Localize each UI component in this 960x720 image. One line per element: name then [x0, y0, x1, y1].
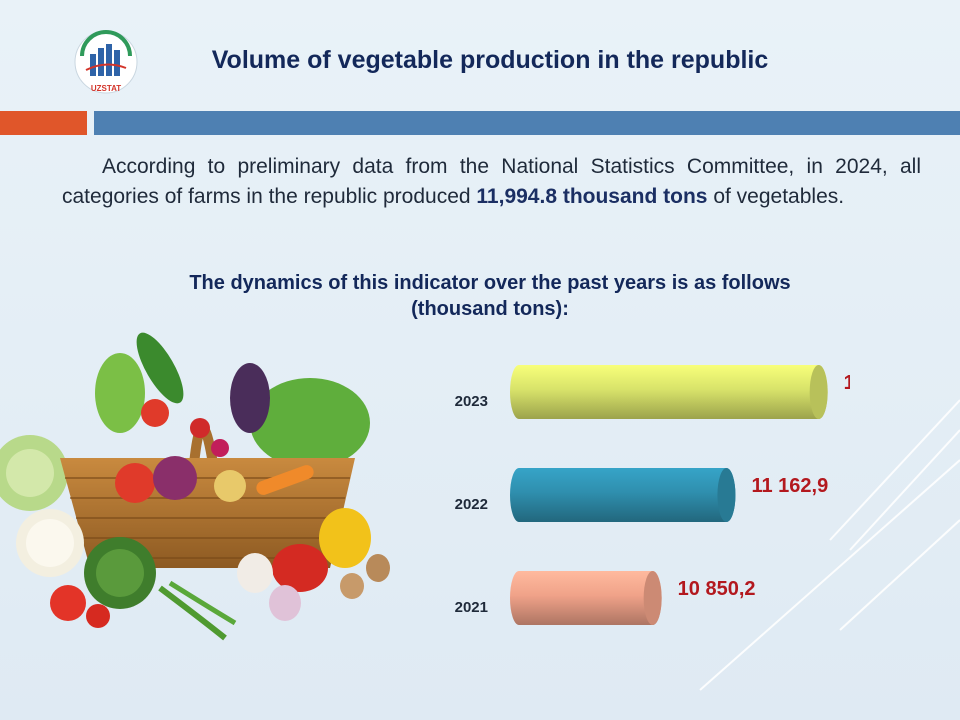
category-label: 2023 — [455, 393, 488, 410]
chart-subtitle-line2: (thousand tons): — [411, 298, 569, 320]
bar-2023 — [510, 365, 828, 419]
bar-chart: 2023 11 553,7 2022 11 162,9 2021 10 850,2 — [455, 365, 850, 625]
intro-text-after: of vegetables. — [707, 185, 845, 208]
header-band-blue — [94, 111, 960, 135]
value-label: 11 553,7 — [844, 372, 850, 394]
decorative-lines — [699, 399, 960, 691]
bar-2022 — [510, 468, 736, 522]
value-label: 11 162,9 — [751, 475, 828, 497]
bar-body — [510, 365, 828, 419]
bar-end-cap — [643, 571, 662, 625]
uzstat-logo: UZSTAT — [74, 30, 138, 94]
category-label: 2022 — [455, 496, 488, 513]
bar-2021 — [510, 571, 662, 625]
bar-body — [510, 468, 736, 522]
chart-subtitle-line1: The dynamics of this indicator over the … — [189, 272, 791, 294]
intro-highlight: 11,994.8 thousand tons — [476, 185, 708, 208]
logo-text: UZSTAT — [91, 84, 121, 93]
intro-text-before: According to preliminary data from the N… — [62, 155, 921, 208]
bar-body — [510, 571, 662, 625]
page-title: Volume of vegetable production in the re… — [211, 46, 769, 74]
header-band-orange — [0, 111, 87, 135]
bar-end-cap — [717, 468, 736, 522]
bar-end-cap — [809, 365, 828, 419]
chart-subtitle: The dynamics of this indicator over the … — [130, 270, 850, 322]
vegetable-basket-image — [0, 332, 390, 641]
category-label: 2021 — [455, 599, 488, 616]
intro-paragraph: According to preliminary data from the N… — [62, 152, 921, 212]
value-label: 10 850,2 — [678, 578, 756, 600]
